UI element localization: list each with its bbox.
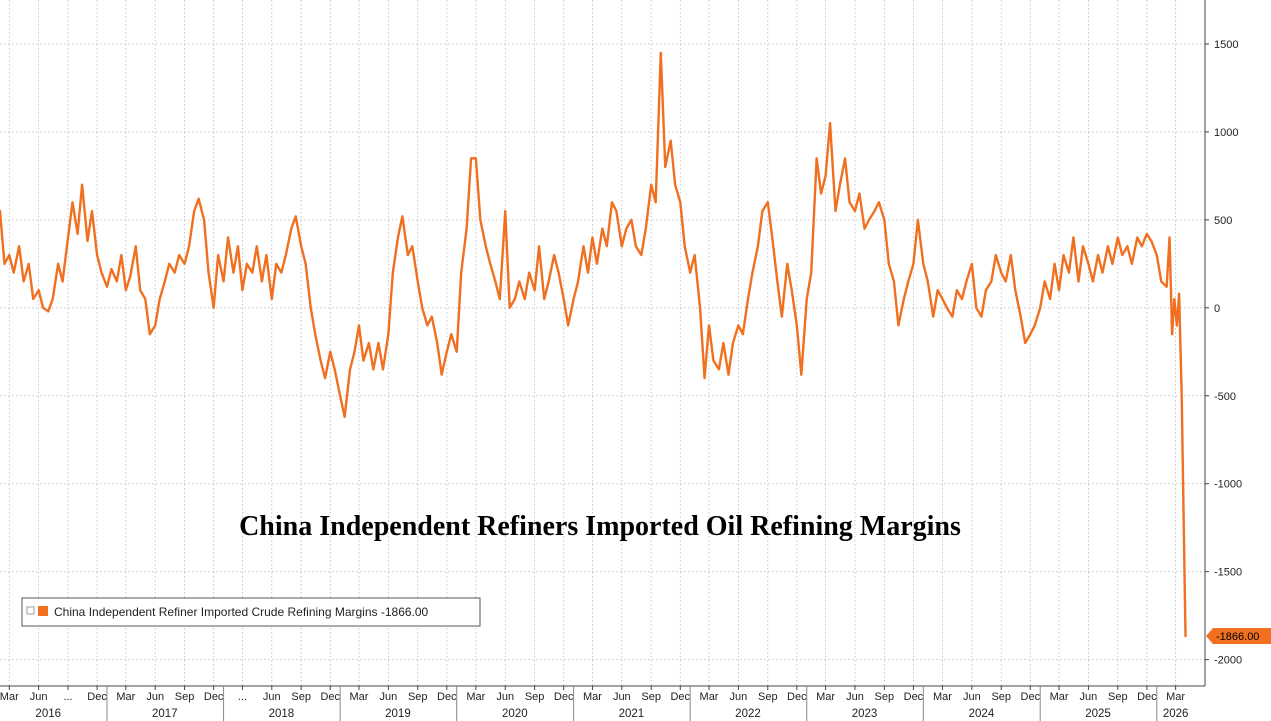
- x-tick-label: Dec: [904, 691, 924, 703]
- x-tick-label: Sep: [641, 691, 661, 703]
- x-tick-label: Mar: [1050, 691, 1069, 703]
- x-tick-label: Mar: [350, 691, 369, 703]
- y-tick-label: -1000: [1214, 479, 1242, 491]
- last-value-label: -1866.00: [1216, 631, 1259, 643]
- last-value-arrow: [1206, 628, 1213, 645]
- x-tick-label: Dec: [204, 691, 224, 703]
- x-tick-label: Dec: [320, 691, 340, 703]
- x-axis-ticks: Mar Jun... Dec Mar Jun Sep Dec... Jun Sep Dec Mar J…: [0, 686, 1188, 721]
- last-value-box: [1213, 628, 1271, 645]
- x-tick-label: Sep: [525, 691, 545, 703]
- legend-expand-icon[interactable]: [26, 606, 35, 615]
- y-tick-label: 1000: [1214, 127, 1238, 139]
- x-tick-label: Dec: [437, 691, 457, 703]
- chart-title: China Independent Refiners Imported Oil …: [239, 511, 961, 542]
- series-line: [0, 51, 1187, 638]
- x-year-label: 2026: [1163, 708, 1189, 720]
- x-tick-label: Mar: [466, 691, 485, 703]
- x-tick-label: Sep: [291, 691, 311, 703]
- x-tick-label: Sep: [758, 691, 778, 703]
- x-tick-label: Jun: [846, 691, 864, 703]
- x-tick-label: Mar: [1166, 691, 1185, 703]
- x-year-label: 2021: [619, 708, 645, 720]
- x-tick-label: Mar: [0, 691, 19, 703]
- x-year-label: 2022: [735, 708, 761, 720]
- x-tick-label: Jun: [613, 691, 631, 703]
- legend-swatch: [38, 606, 48, 616]
- x-tick-label: ...: [63, 691, 72, 703]
- x-tick-label: Dec: [787, 691, 807, 703]
- x-year-label: 2023: [852, 708, 878, 720]
- x-tick-label: Jun: [963, 691, 981, 703]
- legend-label: China Independent Refiner Imported Crude…: [54, 605, 429, 619]
- x-year-label: 2018: [269, 708, 295, 720]
- x-tick-label: Jun: [379, 691, 397, 703]
- x-tick-label: Dec: [554, 691, 574, 703]
- legend: China Independent Refiner Imported Crude…: [21, 597, 481, 627]
- x-tick-label: ...: [238, 691, 247, 703]
- x-tick-label: Jun: [146, 691, 164, 703]
- series-layer: [0, 51, 1187, 638]
- x-tick-label: Dec: [1137, 691, 1157, 703]
- y-tick-label: 0: [1214, 303, 1220, 315]
- x-tick-label: Sep: [1108, 691, 1128, 703]
- x-tick-label: Sep: [175, 691, 195, 703]
- x-tick-label: Mar: [116, 691, 135, 703]
- grid-lines: [0, 0, 1205, 686]
- x-year-label: 2019: [385, 708, 411, 720]
- x-year-label: 2025: [1085, 708, 1111, 720]
- y-tick-label: -1500: [1214, 567, 1242, 579]
- y-tick-label: 500: [1214, 215, 1232, 227]
- x-tick-label: Sep: [991, 691, 1011, 703]
- y-axis-ticks: 1500 1000 500 0 -500 -1000 -1500 -2000: [1205, 39, 1242, 667]
- x-tick-label: Jun: [730, 691, 748, 703]
- x-tick-label: Mar: [816, 691, 835, 703]
- y-tick-label: 1500: [1214, 39, 1238, 51]
- last-value-marker: -1866.00: [1206, 628, 1271, 645]
- x-tick-label: Jun: [496, 691, 514, 703]
- y-tick-label: -500: [1214, 391, 1236, 403]
- x-year-label: 2017: [152, 708, 178, 720]
- x-tick-label: Sep: [875, 691, 895, 703]
- x-tick-label: Jun: [30, 691, 48, 703]
- x-tick-label: Jun: [1080, 691, 1098, 703]
- x-tick-label: Dec: [1021, 691, 1041, 703]
- legend-box: [21, 597, 481, 627]
- x-tick-label: Jun: [263, 691, 281, 703]
- x-tick-label: Dec: [670, 691, 690, 703]
- x-year-label: 2020: [502, 708, 528, 720]
- x-year-label: 2016: [35, 708, 61, 720]
- x-year-label: 2024: [969, 708, 995, 720]
- x-tick-label: Mar: [583, 691, 602, 703]
- y-tick-label: -2000: [1214, 655, 1242, 667]
- x-tick-label: Sep: [408, 691, 428, 703]
- x-tick-label: Mar: [933, 691, 952, 703]
- x-tick-label: Dec: [87, 691, 107, 703]
- x-tick-label: Mar: [700, 691, 719, 703]
